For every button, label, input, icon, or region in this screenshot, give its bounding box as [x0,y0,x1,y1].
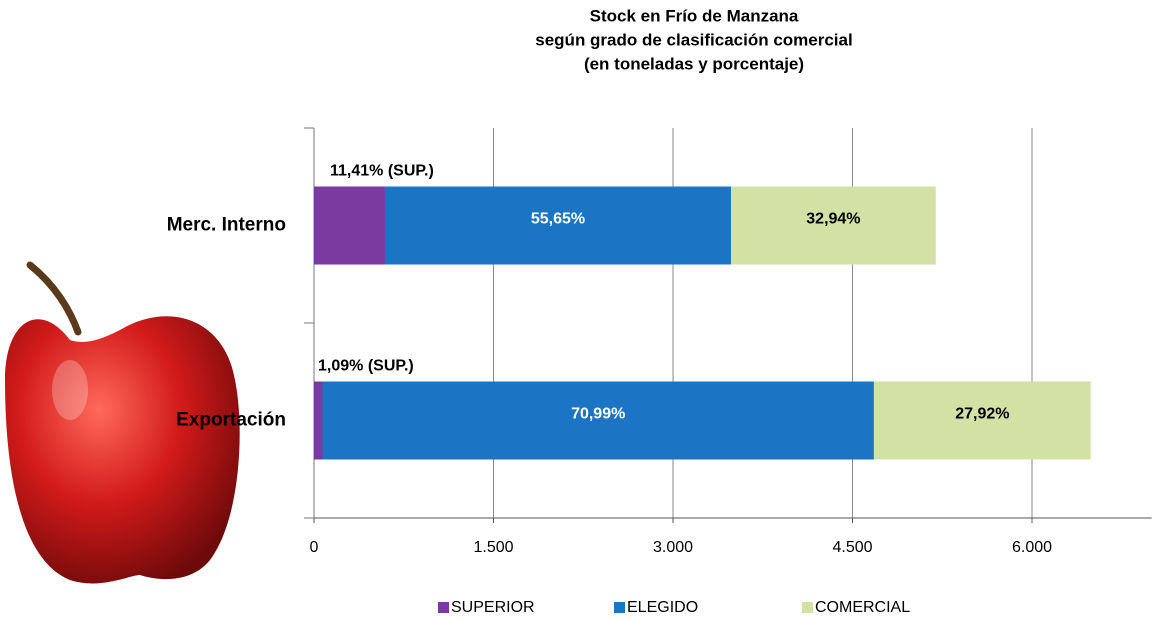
data-label: 1,09% (SUP.) [318,358,414,375]
chart: Stock en Frío de Manzana según grado de c… [0,0,1173,620]
legend-label: SUPERIOR [451,599,535,616]
x-tick-label: 4.500 [832,539,872,556]
chart-title: según grado de clasificación comercial [535,30,852,49]
legend-label: COMERCIAL [815,599,910,616]
data-label: 70,99% [571,406,625,423]
legend-swatch [438,602,449,613]
data-label: 27,92% [955,406,1009,423]
legend-label: ELEGIDO [627,599,698,616]
x-tick-label: 1.500 [473,539,513,556]
bar-segment [314,382,322,460]
bar-segment [314,187,385,265]
data-label: 55,65% [531,211,585,228]
x-tick-label: 6.000 [1012,539,1052,556]
data-label: 11,41% (SUP.) [330,163,434,180]
data-label: 32,94% [806,211,860,228]
x-tick-label: 3.000 [653,539,693,556]
y-tick-label: Exportación [176,410,286,431]
chart-title: (en toneladas y porcentaje) [584,54,804,73]
chart-title: Stock en Frío de Manzana [590,6,799,25]
legend-swatch [614,602,625,613]
y-tick-label: Merc. Interno [167,215,286,236]
legend-swatch [802,602,813,613]
x-tick-label: 0 [310,539,319,556]
